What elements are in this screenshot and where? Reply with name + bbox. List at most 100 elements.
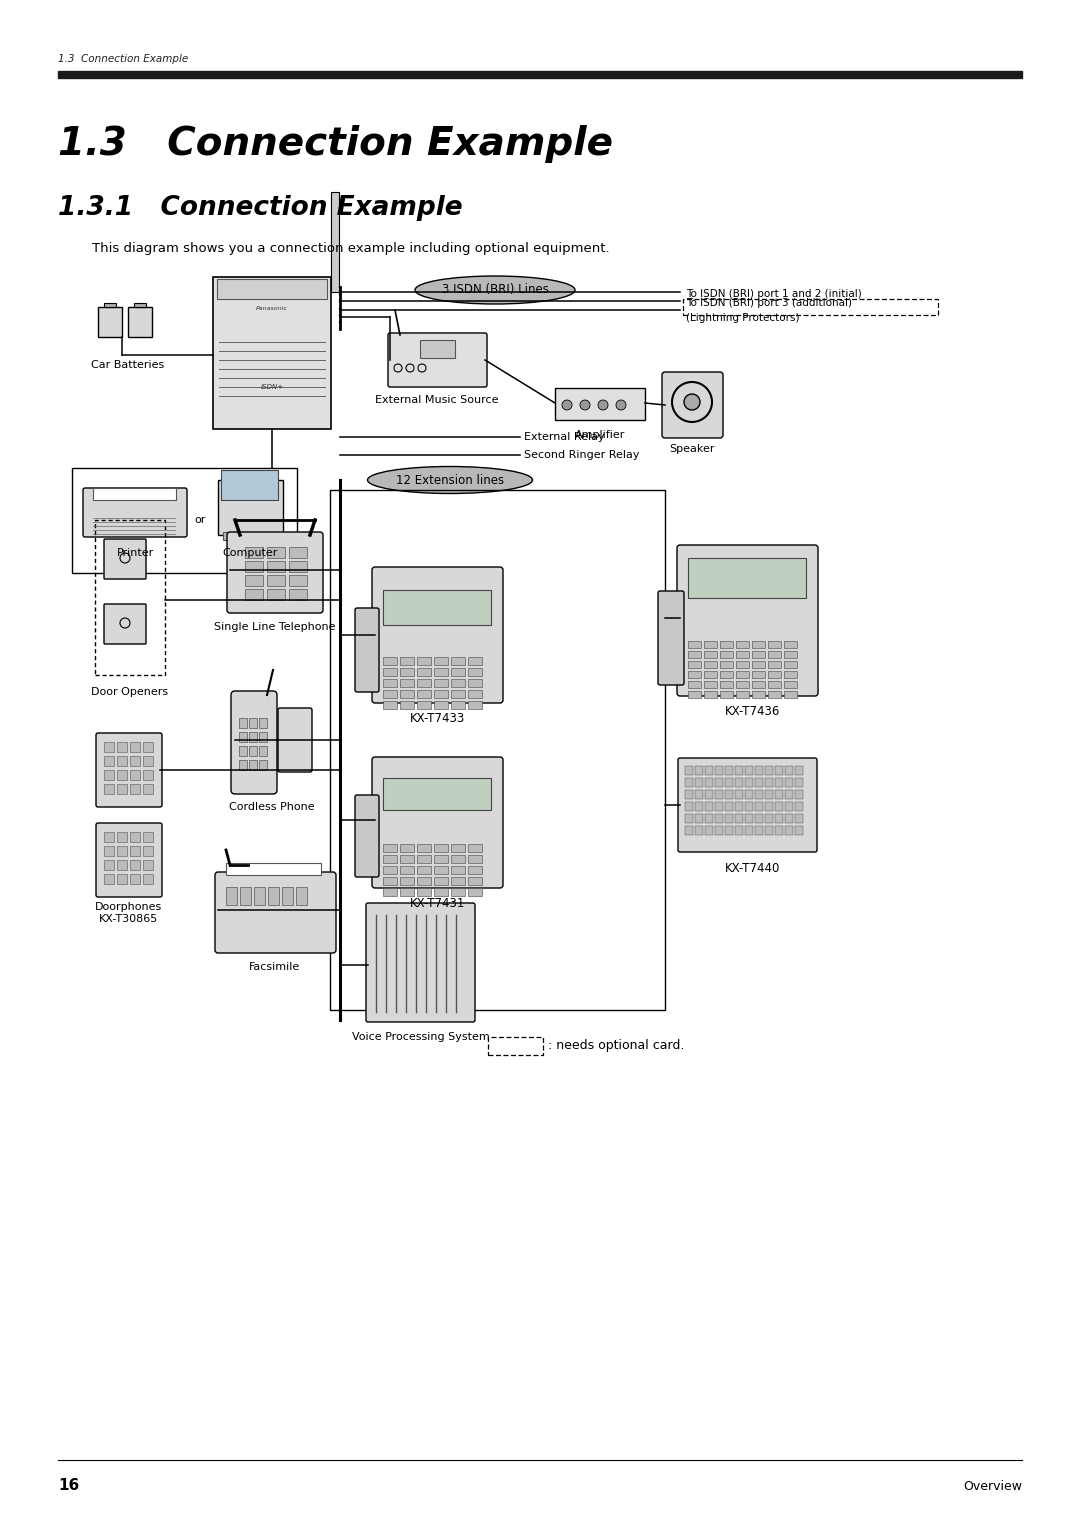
- Bar: [725, 766, 733, 775]
- FancyBboxPatch shape: [213, 277, 330, 429]
- Bar: [417, 866, 431, 874]
- Bar: [400, 866, 414, 874]
- Ellipse shape: [415, 277, 575, 304]
- Bar: [434, 856, 448, 863]
- Bar: [239, 718, 247, 727]
- Bar: [434, 657, 448, 665]
- Bar: [725, 814, 733, 824]
- Bar: [222, 532, 278, 539]
- Text: Cordless Phone: Cordless Phone: [229, 802, 314, 811]
- Bar: [688, 671, 701, 678]
- Bar: [330, 490, 665, 1010]
- Bar: [688, 662, 701, 668]
- Bar: [696, 802, 703, 811]
- Bar: [104, 756, 114, 766]
- Text: 3 ISDN (BRI) Lines: 3 ISDN (BRI) Lines: [442, 284, 549, 296]
- Bar: [775, 827, 783, 834]
- Bar: [468, 843, 482, 853]
- Bar: [735, 790, 743, 799]
- Bar: [768, 662, 781, 668]
- Bar: [715, 790, 723, 799]
- Bar: [130, 833, 140, 842]
- Bar: [249, 746, 257, 756]
- Text: 16: 16: [58, 1478, 79, 1493]
- Bar: [117, 874, 127, 885]
- FancyBboxPatch shape: [677, 545, 818, 695]
- Bar: [226, 863, 321, 876]
- Bar: [468, 668, 482, 675]
- Bar: [104, 847, 114, 856]
- Bar: [143, 743, 153, 752]
- Bar: [735, 681, 750, 688]
- Bar: [468, 701, 482, 709]
- FancyBboxPatch shape: [227, 532, 323, 613]
- Bar: [755, 790, 762, 799]
- Bar: [245, 575, 264, 587]
- Bar: [434, 877, 448, 885]
- Bar: [451, 856, 465, 863]
- Bar: [400, 678, 414, 688]
- Text: Car Batteries: Car Batteries: [92, 361, 164, 370]
- Bar: [752, 671, 765, 678]
- Bar: [468, 877, 482, 885]
- Text: (Lightning Protectors): (Lightning Protectors): [686, 313, 799, 322]
- Bar: [451, 657, 465, 665]
- Bar: [468, 691, 482, 698]
- Bar: [383, 856, 397, 863]
- Bar: [259, 718, 267, 727]
- Bar: [768, 691, 781, 698]
- Bar: [451, 877, 465, 885]
- Bar: [704, 662, 717, 668]
- Bar: [330, 193, 339, 292]
- Bar: [685, 778, 693, 787]
- Text: External Music Source: External Music Source: [375, 396, 499, 405]
- Bar: [143, 756, 153, 766]
- Circle shape: [598, 400, 608, 410]
- Bar: [400, 877, 414, 885]
- Bar: [768, 681, 781, 688]
- Bar: [117, 756, 127, 766]
- Text: or: or: [194, 515, 205, 526]
- Text: : needs optional card.: : needs optional card.: [548, 1039, 685, 1053]
- Bar: [785, 814, 793, 824]
- Bar: [735, 814, 743, 824]
- Text: Voice Processing System: Voice Processing System: [352, 1031, 489, 1042]
- Bar: [775, 790, 783, 799]
- Bar: [685, 827, 693, 834]
- FancyBboxPatch shape: [372, 756, 503, 888]
- Bar: [704, 681, 717, 688]
- Bar: [58, 70, 1022, 78]
- FancyBboxPatch shape: [388, 333, 487, 387]
- Bar: [784, 671, 797, 678]
- Bar: [688, 651, 701, 659]
- Bar: [795, 790, 804, 799]
- Text: Panasonic: Panasonic: [256, 307, 288, 312]
- Bar: [704, 691, 717, 698]
- Circle shape: [684, 394, 700, 410]
- Bar: [104, 770, 114, 779]
- Bar: [239, 746, 247, 756]
- Bar: [130, 756, 140, 766]
- Bar: [143, 784, 153, 795]
- Bar: [434, 678, 448, 688]
- Text: KX-T7433: KX-T7433: [410, 712, 465, 724]
- Text: Facsimile: Facsimile: [249, 963, 300, 972]
- Bar: [417, 668, 431, 675]
- Text: KX-T7440: KX-T7440: [725, 862, 780, 876]
- Bar: [696, 814, 703, 824]
- Bar: [130, 770, 140, 779]
- Bar: [245, 547, 264, 558]
- Bar: [400, 657, 414, 665]
- Bar: [267, 561, 285, 571]
- Text: Amplifier: Amplifier: [575, 429, 625, 440]
- FancyBboxPatch shape: [662, 371, 723, 439]
- Bar: [468, 678, 482, 688]
- FancyBboxPatch shape: [218, 480, 283, 535]
- Bar: [259, 746, 267, 756]
- Bar: [130, 874, 140, 885]
- Bar: [752, 662, 765, 668]
- Bar: [752, 691, 765, 698]
- Bar: [768, 671, 781, 678]
- Bar: [725, 778, 733, 787]
- Text: This diagram shows you a connection example including optional equipment.: This diagram shows you a connection exam…: [92, 241, 609, 255]
